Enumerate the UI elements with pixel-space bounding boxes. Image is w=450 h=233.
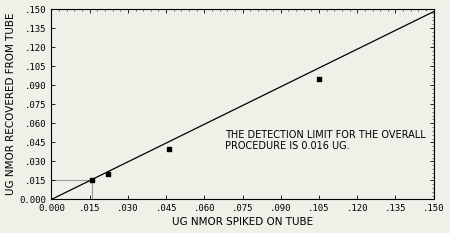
Point	[89, 178, 96, 182]
Point	[104, 172, 111, 176]
Point	[315, 77, 323, 81]
X-axis label: UG NMOR SPIKED ON TUBE: UG NMOR SPIKED ON TUBE	[172, 217, 313, 227]
Y-axis label: UG NMOR RECOVERED FROM TUBE: UG NMOR RECOVERED FROM TUBE	[5, 13, 16, 195]
Point	[165, 147, 172, 151]
Text: THE DETECTION LIMIT FOR THE OVERALL
PROCEDURE IS 0.016 UG.: THE DETECTION LIMIT FOR THE OVERALL PROC…	[225, 130, 426, 151]
